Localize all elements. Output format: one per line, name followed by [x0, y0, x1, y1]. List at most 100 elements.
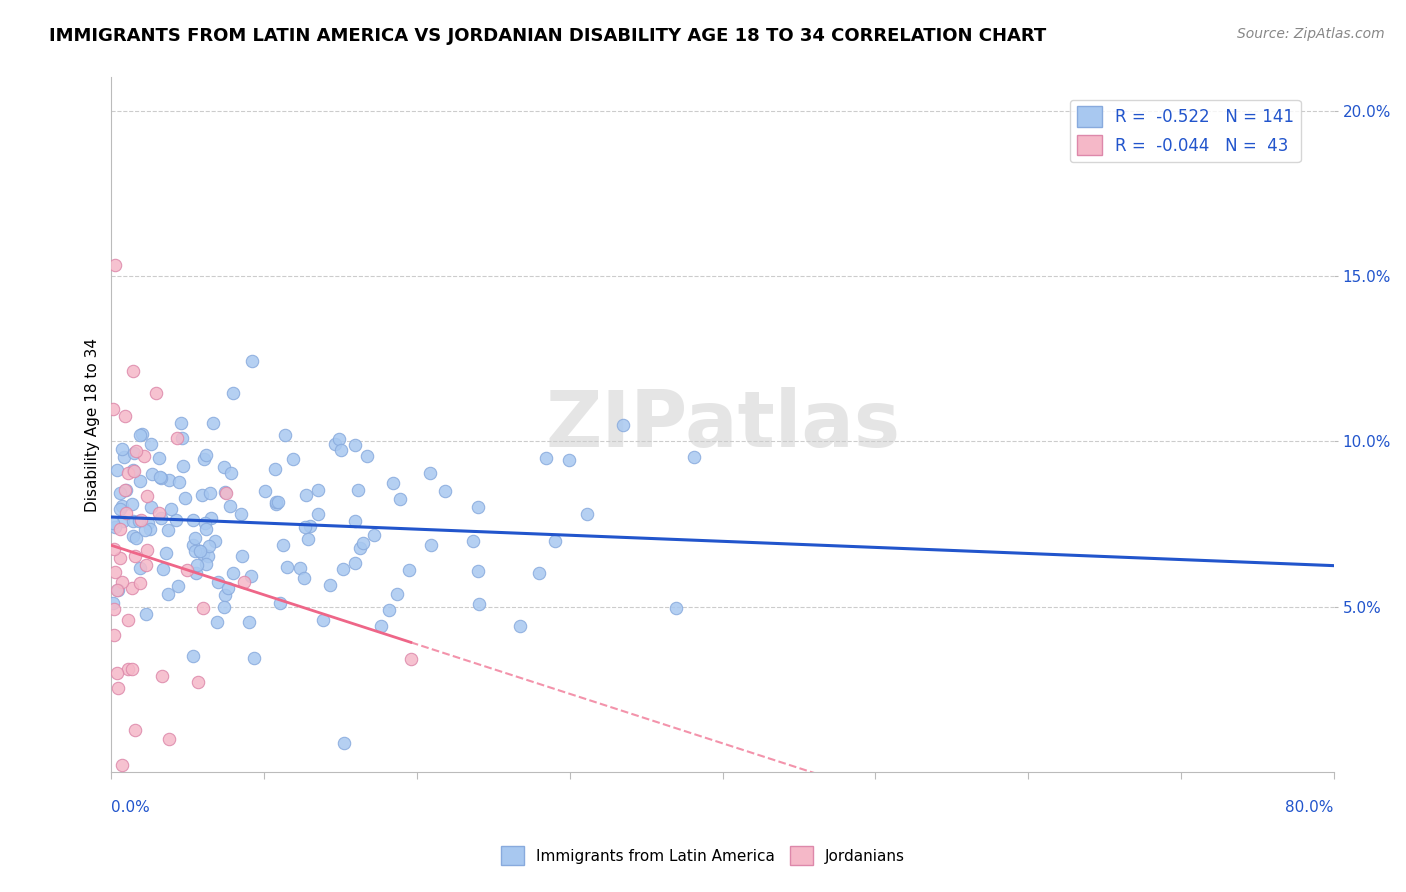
- Point: [166, 430, 188, 444]
- Point: [117, 614, 139, 628]
- Point: [128, 514, 150, 528]
- Point: [543, 534, 565, 549]
- Point: [214, 588, 236, 602]
- Point: [103, 402, 125, 417]
- Point: [155, 546, 177, 560]
- Point: [131, 427, 153, 442]
- Point: [381, 475, 404, 490]
- Point: [294, 519, 316, 533]
- Point: [186, 558, 208, 573]
- Point: [356, 449, 378, 463]
- Point: [139, 522, 162, 536]
- Point: [135, 558, 157, 573]
- Point: [128, 428, 150, 442]
- Point: [399, 652, 422, 666]
- Point: [267, 495, 290, 509]
- Point: [188, 543, 211, 558]
- Point: [467, 500, 489, 514]
- Point: [111, 500, 134, 514]
- Point: [107, 582, 129, 597]
- Point: [214, 599, 236, 614]
- Point: [193, 547, 215, 561]
- Point: [319, 577, 342, 591]
- Point: [186, 566, 208, 581]
- Point: [200, 511, 222, 525]
- Point: [157, 732, 180, 747]
- Point: [124, 549, 146, 563]
- Point: [148, 507, 170, 521]
- Point: [299, 519, 322, 533]
- Point: [107, 681, 129, 696]
- Point: [195, 448, 218, 462]
- Point: [195, 522, 218, 536]
- Point: [128, 475, 150, 489]
- Point: [160, 501, 183, 516]
- Point: [217, 581, 239, 595]
- Point: [328, 432, 350, 446]
- Point: [297, 533, 319, 547]
- Point: [269, 596, 291, 610]
- Point: [467, 564, 489, 578]
- Point: [202, 416, 225, 430]
- Legend: R =  -0.522   N = 141, R =  -0.044   N =  43: R = -0.522 N = 141, R = -0.044 N = 43: [1070, 100, 1301, 162]
- Point: [148, 450, 170, 465]
- Point: [101, 596, 124, 610]
- Point: [388, 491, 411, 506]
- Point: [156, 587, 179, 601]
- Point: [665, 600, 688, 615]
- Point: [128, 560, 150, 574]
- Point: [193, 601, 215, 615]
- Y-axis label: Disability Age 18 to 34: Disability Age 18 to 34: [86, 338, 100, 512]
- Point: [115, 507, 138, 521]
- Point: [214, 485, 236, 500]
- Point: [149, 511, 172, 525]
- Point: [122, 463, 145, 477]
- Point: [307, 507, 329, 521]
- Point: [104, 258, 127, 272]
- Point: [193, 452, 215, 467]
- Point: [198, 486, 221, 500]
- Point: [191, 487, 214, 501]
- Point: [103, 602, 125, 616]
- Text: Source: ZipAtlas.com: Source: ZipAtlas.com: [1237, 27, 1385, 41]
- Point: [167, 579, 190, 593]
- Point: [378, 602, 401, 616]
- Point: [114, 483, 136, 497]
- Point: [105, 583, 128, 598]
- Text: 80.0%: 80.0%: [1285, 800, 1334, 815]
- Point: [385, 587, 408, 601]
- Point: [343, 556, 366, 570]
- Point: [170, 416, 193, 430]
- Point: [111, 574, 134, 589]
- Point: [290, 560, 312, 574]
- Point: [187, 675, 209, 690]
- Point: [240, 354, 263, 368]
- Point: [330, 442, 353, 457]
- Point: [129, 513, 152, 527]
- Point: [181, 648, 204, 663]
- Point: [238, 615, 260, 629]
- Point: [157, 474, 180, 488]
- Point: [104, 565, 127, 579]
- Point: [222, 566, 245, 580]
- Point: [111, 442, 134, 457]
- Point: [122, 446, 145, 460]
- Point: [683, 450, 706, 464]
- Point: [122, 514, 145, 528]
- Point: [214, 460, 236, 475]
- Point: [463, 533, 485, 548]
- Point: [346, 483, 368, 498]
- Point: [197, 549, 219, 563]
- Point: [117, 662, 139, 676]
- Point: [332, 562, 354, 576]
- Point: [105, 665, 128, 680]
- Point: [135, 543, 157, 558]
- Point: [110, 551, 132, 566]
- Point: [111, 758, 134, 772]
- Point: [122, 529, 145, 543]
- Point: [271, 538, 294, 552]
- Point: [150, 669, 173, 683]
- Text: 0.0%: 0.0%: [111, 800, 150, 815]
- Point: [218, 499, 240, 513]
- Point: [104, 520, 127, 534]
